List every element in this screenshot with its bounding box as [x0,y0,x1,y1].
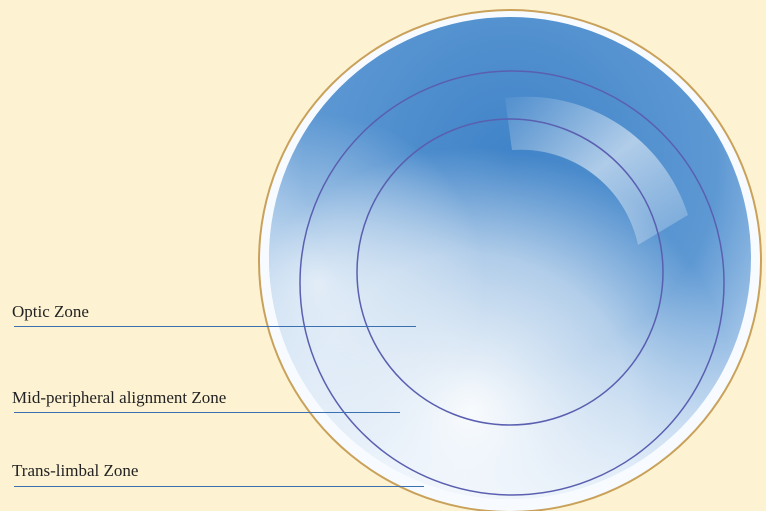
optic-zone-ring [356,118,664,426]
optic-zone-leader-line [14,326,416,327]
mid-peripheral-zone-leader-line [14,412,400,413]
mid-peripheral-zone-label: Mid-peripheral alignment Zone [12,388,227,407]
specular-arc [505,96,688,246]
lens-highlight-left [269,17,751,499]
mid-peripheral-ring [299,70,725,496]
optic-zone-label: Optic Zone [12,302,89,321]
trans-limbal-zone-leader-line [14,486,424,487]
trans-limbal-zone-label: Trans-limbal Zone [12,461,139,480]
